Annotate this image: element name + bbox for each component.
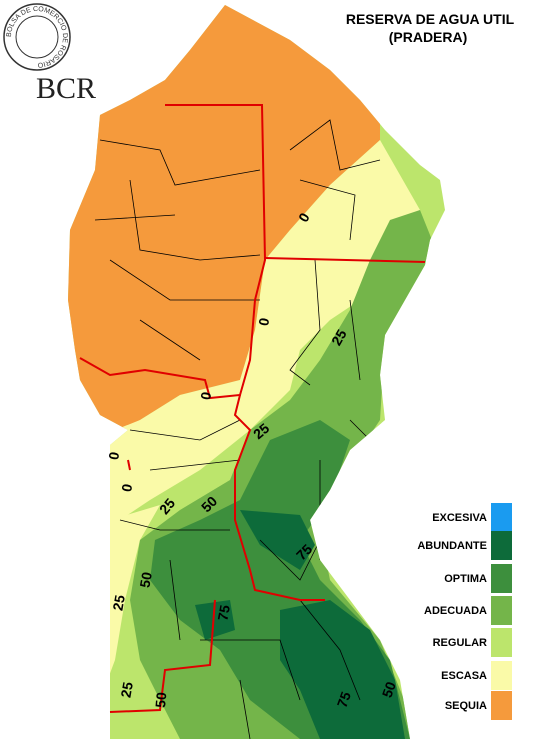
zone-5	[90, 140, 420, 530]
contour-label: 75	[334, 689, 354, 709]
contour-label: 25	[117, 681, 135, 699]
legend-swatch	[491, 691, 512, 720]
subtitle: (PRADERA)	[389, 29, 468, 45]
legend-label: REGULAR	[433, 637, 487, 649]
legend-label: ADECUADA	[424, 605, 487, 617]
logo-inner	[15, 15, 59, 59]
contour-label: 25	[109, 594, 127, 612]
contour-label: 0	[197, 390, 214, 401]
legend-label: OPTIMA	[444, 573, 487, 585]
contour-label: 0	[255, 316, 272, 327]
legend-swatch	[491, 531, 512, 560]
legend-swatch	[491, 661, 512, 690]
legend-label: SEQUIA	[445, 700, 487, 712]
contour-label: 75	[214, 604, 232, 622]
contour-label: 0	[105, 450, 122, 461]
logo-ring-text: BOLSA DE COMERCIO DE ROSARIO	[6, 6, 68, 68]
title: RESERVA DE AGUA UTIL	[346, 11, 515, 27]
zone-5	[100, 505, 160, 700]
contour-label: 50	[152, 691, 169, 708]
logo: BOLSA DE COMERCIO DE ROSARIO BCR	[3, 3, 96, 105]
contour-label: 0	[118, 482, 135, 493]
zone-1	[280, 600, 405, 739]
legend: EXCESIVA ABUNDANTE OPTIMA ADECUADA REGULAR ES…	[417, 503, 512, 720]
zone-1	[195, 600, 235, 640]
logo-ring	[3, 3, 71, 71]
legend-swatch	[491, 503, 512, 532]
logo-ring-text: BOLSA DE COMERCIO DE ROSARIO	[6, 6, 68, 68]
contour-label: 50	[136, 571, 154, 589]
zone-boundaries	[79, 104, 426, 713]
legend-label: ESCASA	[441, 670, 487, 682]
legend-swatch	[491, 564, 512, 593]
legend-swatch	[491, 596, 512, 625]
contour-label: 25	[328, 326, 350, 348]
department-lines	[94, 119, 381, 739]
logo-text: BCR	[36, 72, 96, 105]
legend-swatch	[491, 628, 512, 657]
legend-label: EXCESIVA	[432, 512, 487, 524]
zone-1	[240, 510, 315, 570]
contour-label: 50	[379, 679, 399, 699]
legend-label: ABUNDANTE	[417, 540, 487, 552]
